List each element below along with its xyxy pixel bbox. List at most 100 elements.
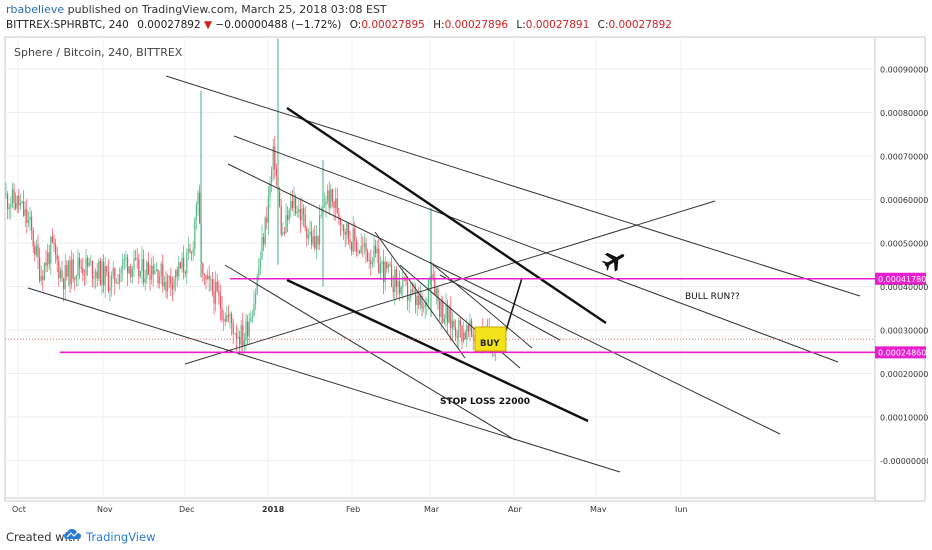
candle-body [159,276,161,284]
buy-box [474,326,507,352]
candle-body [259,258,261,269]
time-tick-label: Mar [424,505,440,512]
candle-body [10,204,12,208]
candle-body [271,169,273,184]
price-chart[interactable]: 0.00041780 0.00024860 0.00090000 0.0008000… [4,36,928,512]
candle-body [435,288,437,295]
candle-body [443,318,445,323]
candle-body [387,264,389,269]
candle-body [355,240,357,253]
candle-body [146,262,148,279]
candle-body [8,207,10,210]
candle-body [176,269,178,277]
candle-body [19,203,21,206]
candle-body [207,275,209,280]
candle-body [199,192,201,224]
time-axis: Oct Nov Dec 2018 Feb Mar Apr May Jun [12,505,688,512]
footer: Created with TradingView [0,512,932,550]
candle-body [229,314,231,317]
price-tick-label: 0.00050000 [880,240,928,249]
candle-body [136,258,138,260]
candle-body [315,235,317,249]
candle-body [90,261,92,263]
candle-body [344,231,346,235]
candle-body [239,336,241,345]
candle-body [123,258,125,260]
trendline [165,75,861,297]
candle-body [104,266,106,286]
candle-body [187,248,189,252]
candle-body [360,245,362,253]
open-value: 0.00027895 [361,19,425,31]
candle-body [421,295,423,309]
candle-body [31,216,33,231]
candle-body [130,266,132,278]
candle-body [151,265,153,280]
candle-body [309,231,311,235]
candle-body [394,269,396,292]
price-marker-label: 0.00041780 [878,275,926,284]
low-label: L: [516,19,526,31]
candle-body [15,202,17,209]
candle-body [274,146,276,170]
candle-body [114,268,116,283]
candle-body [184,271,186,274]
candle-body [125,257,127,259]
candle-body [285,215,287,234]
candle-body [290,200,292,210]
candle-body [208,275,210,280]
trendline [286,278,589,423]
buy-zone: BUY [474,326,507,352]
candle-body [179,262,181,269]
candle-body [11,189,13,205]
candle-body [354,228,356,241]
symbol-label: BITTREX:SPHRBTC, 240 [6,19,129,31]
candle-body [211,279,213,291]
candle-body [75,275,77,279]
candle-body [7,194,9,210]
candle-body [253,303,255,316]
candle-body [312,236,314,245]
candle-body [466,324,468,340]
candle-body [243,340,245,346]
candle-body [327,190,329,201]
candle-body [98,260,100,279]
candle-body [215,281,217,304]
candle-body [407,281,409,301]
author-link[interactable]: rbabelieve [6,3,65,16]
candle-body [71,259,73,285]
stop-loss-annotation: STOP LOSS 22000 [440,397,530,407]
candle-body [341,224,343,226]
candle-body [451,320,453,329]
candle-body [280,206,282,235]
candle-body [432,274,434,278]
candle-body [311,231,313,245]
candle-body [469,320,471,332]
candle-body [175,269,177,279]
candle-body [66,265,68,277]
candle-body [352,228,354,252]
time-tick-label: May [590,505,607,512]
candle-body [269,183,271,198]
candle-body [314,236,316,249]
candle-body [411,289,413,291]
candle-body [80,267,82,269]
candle-body [173,278,175,289]
candle-body [218,291,220,295]
candle-body [32,230,34,247]
candle-body [74,278,76,280]
candle-body [160,263,162,277]
tradingview-brand-link[interactable]: TradingView [86,530,156,544]
price-tick-label: 0.00020000 [880,370,928,379]
candle-body [170,276,172,285]
candle-body [16,195,18,209]
candle-body [99,260,101,285]
candle-body [131,269,133,278]
price-change: −0.00000488 (−1.72%) [215,19,342,31]
candle-body [405,279,407,282]
trendline [27,287,621,473]
tradingview-logo-icon [64,529,81,539]
candle-body [386,261,388,269]
candle-body [359,251,361,253]
candle-body [23,201,25,216]
